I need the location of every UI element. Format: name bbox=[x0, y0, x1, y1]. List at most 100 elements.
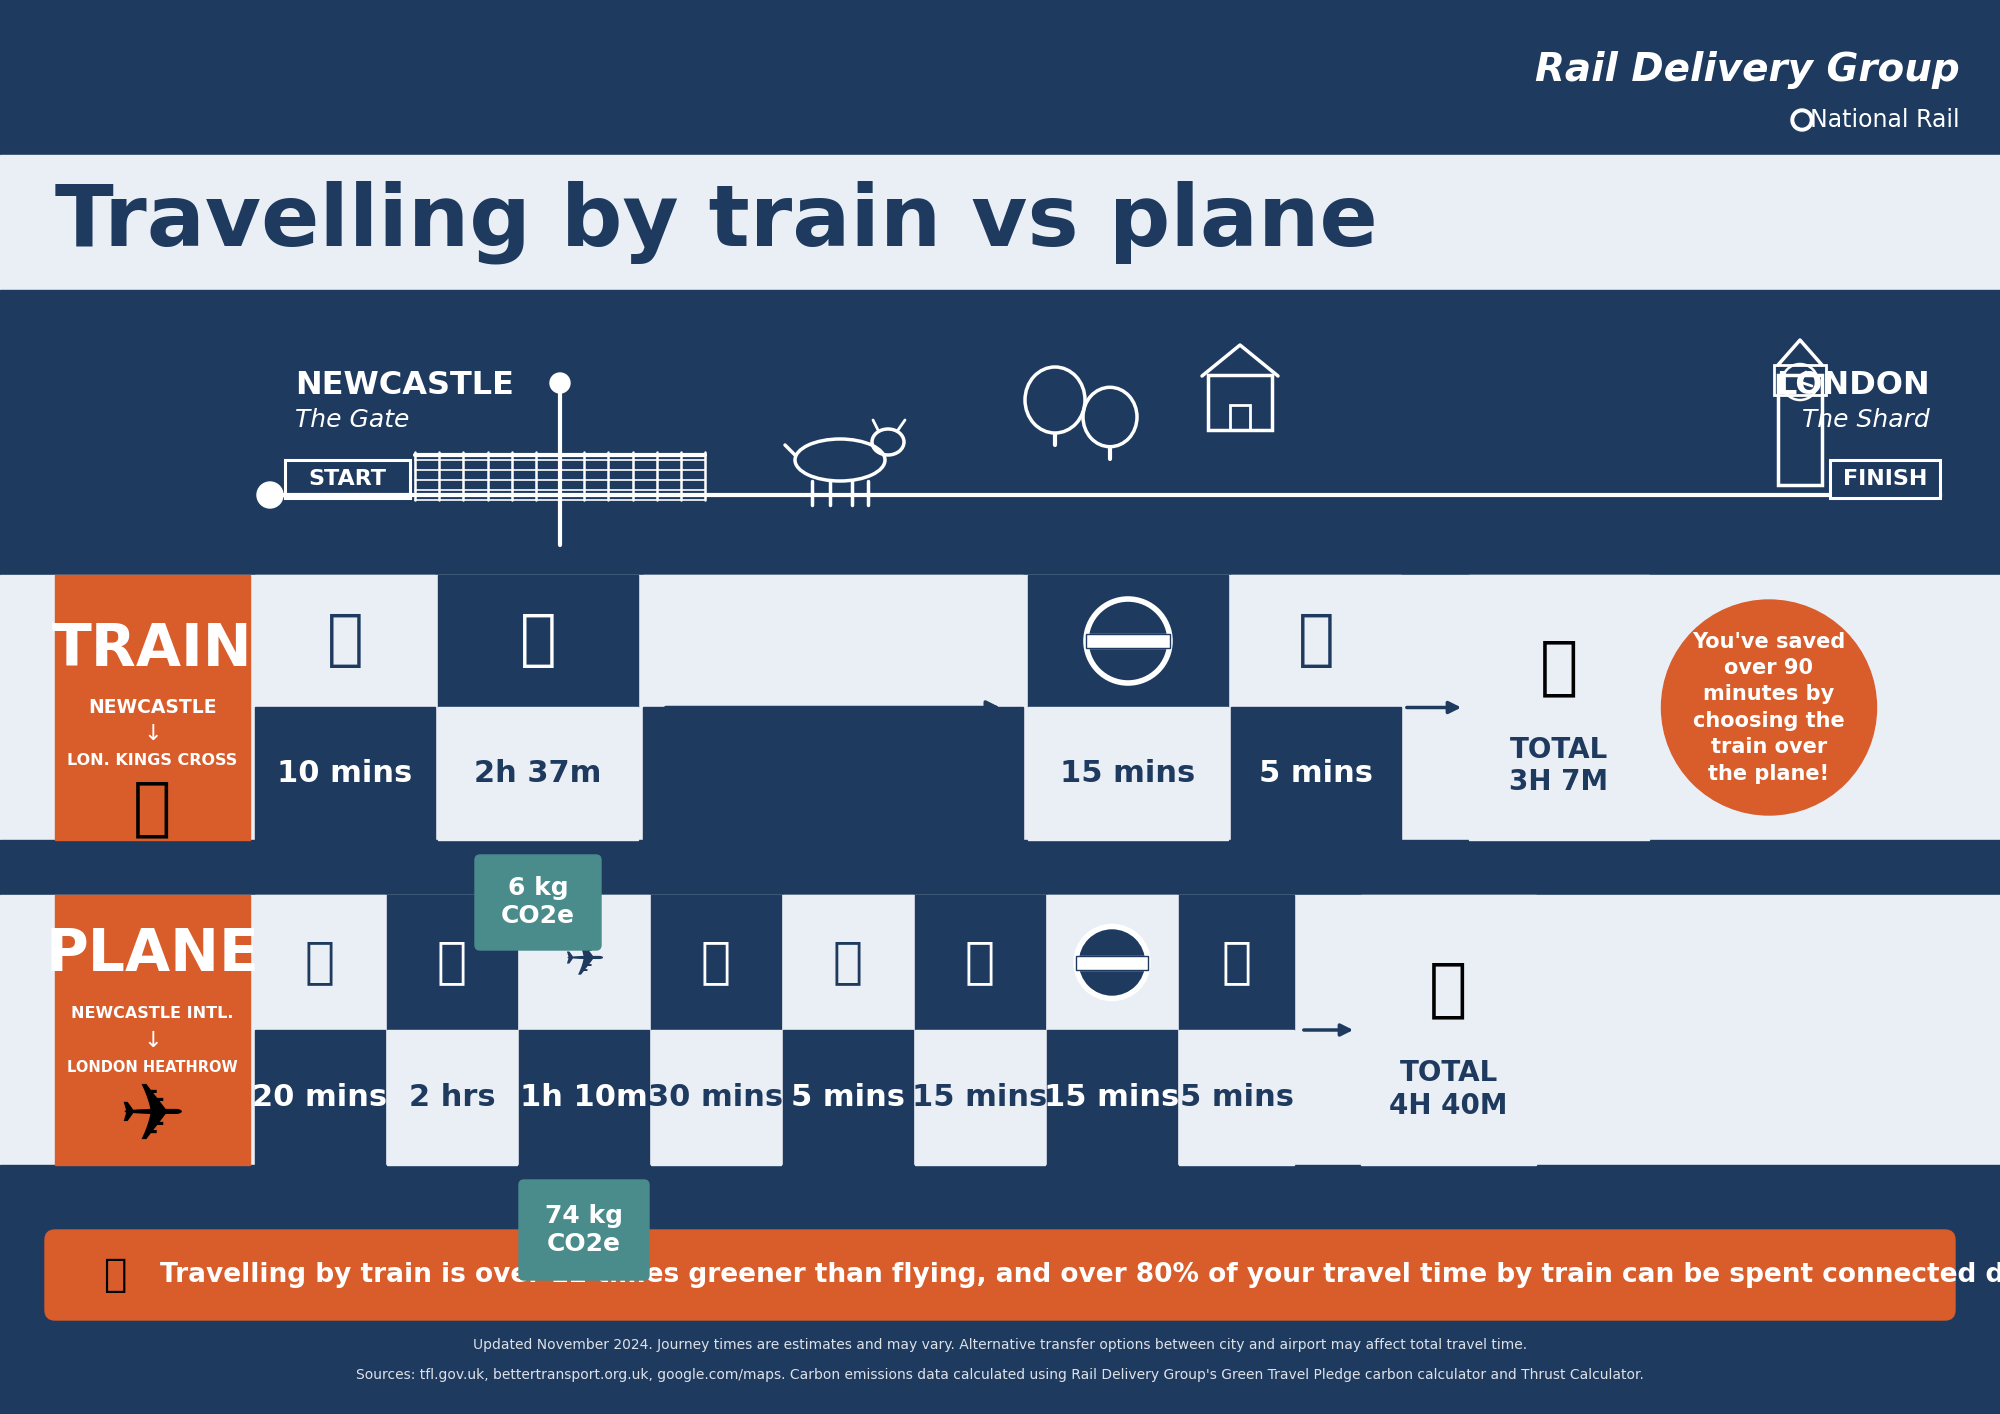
Text: 🚶: 🚶 bbox=[832, 939, 864, 987]
Bar bbox=[56, 575, 250, 840]
Bar bbox=[1774, 365, 1826, 395]
Bar bbox=[1180, 1029, 1294, 1165]
Text: 🛫: 🛫 bbox=[436, 939, 468, 987]
Bar bbox=[520, 1029, 648, 1165]
Text: Updated November 2024. Journey times are estimates and may vary. Alternative tra: Updated November 2024. Journey times are… bbox=[472, 1338, 1528, 1352]
Text: You've saved
over 90
minutes by
choosing the
train over
the plane!: You've saved over 90 minutes by choosing… bbox=[1692, 632, 1846, 783]
FancyBboxPatch shape bbox=[520, 1181, 648, 1280]
Text: 5 mins: 5 mins bbox=[1180, 1083, 1294, 1111]
Bar bbox=[438, 575, 638, 707]
Text: Travelling by train is over 12 times greener than flying, and over 80% of your t: Travelling by train is over 12 times gre… bbox=[160, 1263, 2000, 1288]
Bar bbox=[256, 1029, 384, 1165]
Ellipse shape bbox=[1662, 600, 1876, 814]
Bar bbox=[1076, 956, 1148, 970]
Bar bbox=[0, 575, 2000, 840]
Text: Travelling by train vs plane: Travelling by train vs plane bbox=[56, 180, 1378, 264]
Text: ↓: ↓ bbox=[144, 724, 162, 744]
Bar bbox=[784, 895, 912, 1029]
Text: 74 kg
CO2e: 74 kg CO2e bbox=[544, 1205, 624, 1256]
Bar bbox=[644, 707, 1024, 840]
Bar bbox=[0, 1321, 2000, 1414]
Bar bbox=[1076, 956, 1148, 970]
Bar bbox=[56, 895, 250, 1165]
Text: ✈: ✈ bbox=[564, 939, 604, 987]
Bar bbox=[1086, 633, 1170, 648]
Text: 6 kg
CO2e: 6 kg CO2e bbox=[500, 877, 576, 928]
Text: 5 mins: 5 mins bbox=[1260, 759, 1372, 788]
Bar bbox=[1208, 375, 1272, 430]
Bar bbox=[1468, 575, 1648, 840]
Text: The Gate: The Gate bbox=[296, 409, 410, 433]
FancyBboxPatch shape bbox=[476, 855, 600, 950]
Bar bbox=[1086, 633, 1170, 648]
Text: NEWCASTLE INTL.: NEWCASTLE INTL. bbox=[72, 1007, 234, 1021]
Bar bbox=[784, 1029, 912, 1165]
Bar bbox=[1048, 1029, 1176, 1165]
Circle shape bbox=[550, 373, 570, 393]
Text: 🚶: 🚶 bbox=[1222, 939, 1252, 987]
Text: 📍: 📍 bbox=[1540, 636, 1578, 699]
Bar bbox=[0, 1165, 2000, 1230]
Text: National Rail: National Rail bbox=[1810, 107, 1960, 132]
Text: 🚗: 🚗 bbox=[304, 939, 336, 987]
Text: 1h 10m: 1h 10m bbox=[520, 1083, 648, 1111]
Text: 10 mins: 10 mins bbox=[278, 759, 412, 788]
Bar bbox=[286, 460, 410, 498]
Bar bbox=[0, 1230, 2000, 1321]
Bar bbox=[520, 895, 648, 1029]
Text: ⊖: ⊖ bbox=[1102, 611, 1154, 670]
Text: 🚶: 🚶 bbox=[1298, 611, 1334, 670]
Text: 🚆: 🚆 bbox=[134, 778, 172, 839]
Bar bbox=[438, 707, 638, 840]
Text: ↓: ↓ bbox=[144, 1031, 162, 1051]
Text: 💡: 💡 bbox=[104, 1256, 126, 1294]
Text: 🧳: 🧳 bbox=[702, 939, 732, 987]
Text: 📍: 📍 bbox=[1430, 959, 1468, 1021]
Text: 2h 37m: 2h 37m bbox=[474, 759, 602, 788]
Circle shape bbox=[1792, 109, 1812, 132]
Bar bbox=[916, 895, 1044, 1029]
Text: FINISH: FINISH bbox=[1842, 469, 1928, 489]
Bar bbox=[1778, 375, 1822, 485]
Text: 15 mins: 15 mins bbox=[1044, 1083, 1180, 1111]
Bar bbox=[256, 575, 436, 707]
Circle shape bbox=[1076, 926, 1148, 998]
Bar bbox=[1232, 575, 1400, 707]
Bar bbox=[1180, 895, 1294, 1029]
Text: 5 mins: 5 mins bbox=[792, 1083, 904, 1111]
Text: 15 mins: 15 mins bbox=[912, 1083, 1048, 1111]
Text: Sources: tfl.gov.uk, bettertransport.org.uk, google.com/maps. Carbon emissions d: Sources: tfl.gov.uk, bettertransport.org… bbox=[356, 1367, 1644, 1381]
Bar bbox=[1230, 404, 1250, 430]
Text: PLANE: PLANE bbox=[46, 926, 260, 983]
Bar bbox=[1232, 707, 1400, 840]
Text: LONDON: LONDON bbox=[1776, 369, 1930, 400]
Text: START: START bbox=[308, 469, 386, 489]
Bar bbox=[916, 1029, 1044, 1165]
Bar bbox=[1048, 895, 1176, 1029]
Text: TOTAL
4H 40M: TOTAL 4H 40M bbox=[1390, 1059, 1508, 1120]
Circle shape bbox=[256, 482, 284, 508]
Bar bbox=[1028, 707, 1228, 840]
FancyBboxPatch shape bbox=[44, 1230, 1956, 1321]
Bar bbox=[256, 707, 436, 840]
Bar bbox=[644, 575, 1024, 707]
Bar bbox=[388, 1029, 516, 1165]
Bar bbox=[0, 290, 2000, 575]
Text: ✈: ✈ bbox=[118, 1080, 186, 1158]
Circle shape bbox=[1796, 113, 1808, 127]
Bar bbox=[388, 895, 516, 1029]
Text: TRAIN: TRAIN bbox=[52, 621, 252, 677]
Text: 20 mins: 20 mins bbox=[252, 1083, 388, 1111]
Text: TOTAL
3H 7M: TOTAL 3H 7M bbox=[1510, 735, 1608, 796]
Bar bbox=[0, 0, 2000, 156]
Text: 🚆: 🚆 bbox=[520, 611, 556, 670]
Text: NEWCASTLE: NEWCASTLE bbox=[296, 369, 514, 400]
Text: LONDON HEATHROW: LONDON HEATHROW bbox=[68, 1060, 238, 1075]
Bar bbox=[0, 156, 2000, 290]
Text: 2 hrs: 2 hrs bbox=[408, 1083, 496, 1111]
Circle shape bbox=[1086, 600, 1170, 683]
Text: Rail Delivery Group: Rail Delivery Group bbox=[1536, 51, 1960, 89]
Text: 🚶: 🚶 bbox=[326, 611, 364, 670]
Bar bbox=[0, 895, 2000, 1165]
Bar bbox=[1028, 575, 1228, 707]
